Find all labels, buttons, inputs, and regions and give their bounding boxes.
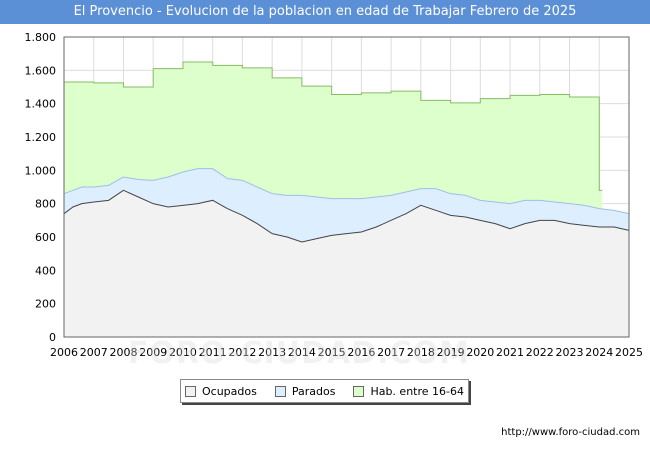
series-ocupados-line <box>63 189 630 243</box>
x-tick-label-19: 2025 <box>615 346 643 359</box>
legend: Ocupados Parados Hab. entre 16-64 <box>180 379 469 403</box>
y-tick-label-6: 1.200 <box>25 131 57 144</box>
series-hab-line <box>64 61 603 191</box>
legend-item-parados: Parados <box>274 384 336 398</box>
source-url[interactable]: http://www.foro-ciudad.com <box>501 427 640 438</box>
legend-label-ocupados: Ocupados <box>201 384 257 398</box>
chart-title: El Provencio - Evolucion de la poblacion… <box>0 0 650 24</box>
x-tick-label-16: 2022 <box>526 346 554 359</box>
x-tick-label-7: 2013 <box>258 346 286 359</box>
y-tick-label-2: 400 <box>35 264 56 277</box>
x-tick-label-17: 2023 <box>556 346 584 359</box>
legend-item-hab: Hab. entre 16-64 <box>353 385 464 398</box>
legend-item-ocupados: Ocupados <box>184 384 257 398</box>
x-tick-label-12: 2018 <box>407 346 435 359</box>
x-tick-label-11: 2017 <box>377 346 405 359</box>
y-tick-label-9: 1.800 <box>25 31 57 44</box>
legend-swatch-hab <box>353 385 365 397</box>
x-tick-label-4: 2010 <box>169 346 197 359</box>
series-ocupados-area <box>64 190 629 337</box>
x-tick-label-14: 2020 <box>466 346 494 359</box>
x-tick-label-10: 2016 <box>347 346 375 359</box>
y-tick-label-5: 1.000 <box>25 164 57 177</box>
y-tick-label-8: 1.600 <box>25 64 57 77</box>
y-tick-label-4: 800 <box>35 198 56 211</box>
y-tick-label-0: 0 <box>49 331 56 344</box>
x-tick-label-0: 2006 <box>50 346 78 359</box>
x-tick-label-3: 2009 <box>139 346 167 359</box>
x-tick-label-2: 2008 <box>109 346 137 359</box>
legend-label-hab: Hab. entre 16-64 <box>370 384 464 398</box>
y-tick-label-3: 600 <box>35 231 56 244</box>
x-tick-label-18: 2024 <box>585 346 613 359</box>
x-tick-label-5: 2011 <box>199 346 227 359</box>
plot-border <box>63 36 630 338</box>
y-tick-label-1: 200 <box>35 298 56 311</box>
series-parados-line <box>63 168 630 215</box>
area-layer <box>63 61 630 337</box>
y-tick-label-7: 1.400 <box>25 98 57 111</box>
x-tick-label-8: 2014 <box>288 346 316 359</box>
axes: 0 200 400 600 800 1.000 1.200 1.400 1.600 1.800 20… <box>25 31 644 359</box>
legend-swatch-parados <box>274 385 286 397</box>
x-tick-label-15: 2021 <box>496 346 524 359</box>
x-tick-label-9: 2015 <box>318 346 346 359</box>
x-tick-label-6: 2012 <box>228 346 256 359</box>
x-tick-label-13: 2019 <box>437 346 465 359</box>
legend-label-parados: Parados <box>291 384 336 398</box>
legend-swatch-ocupados <box>184 385 196 397</box>
watermark: FORO-CIUDAD.COM <box>128 336 470 371</box>
x-tick-label-1: 2007 <box>80 346 108 359</box>
